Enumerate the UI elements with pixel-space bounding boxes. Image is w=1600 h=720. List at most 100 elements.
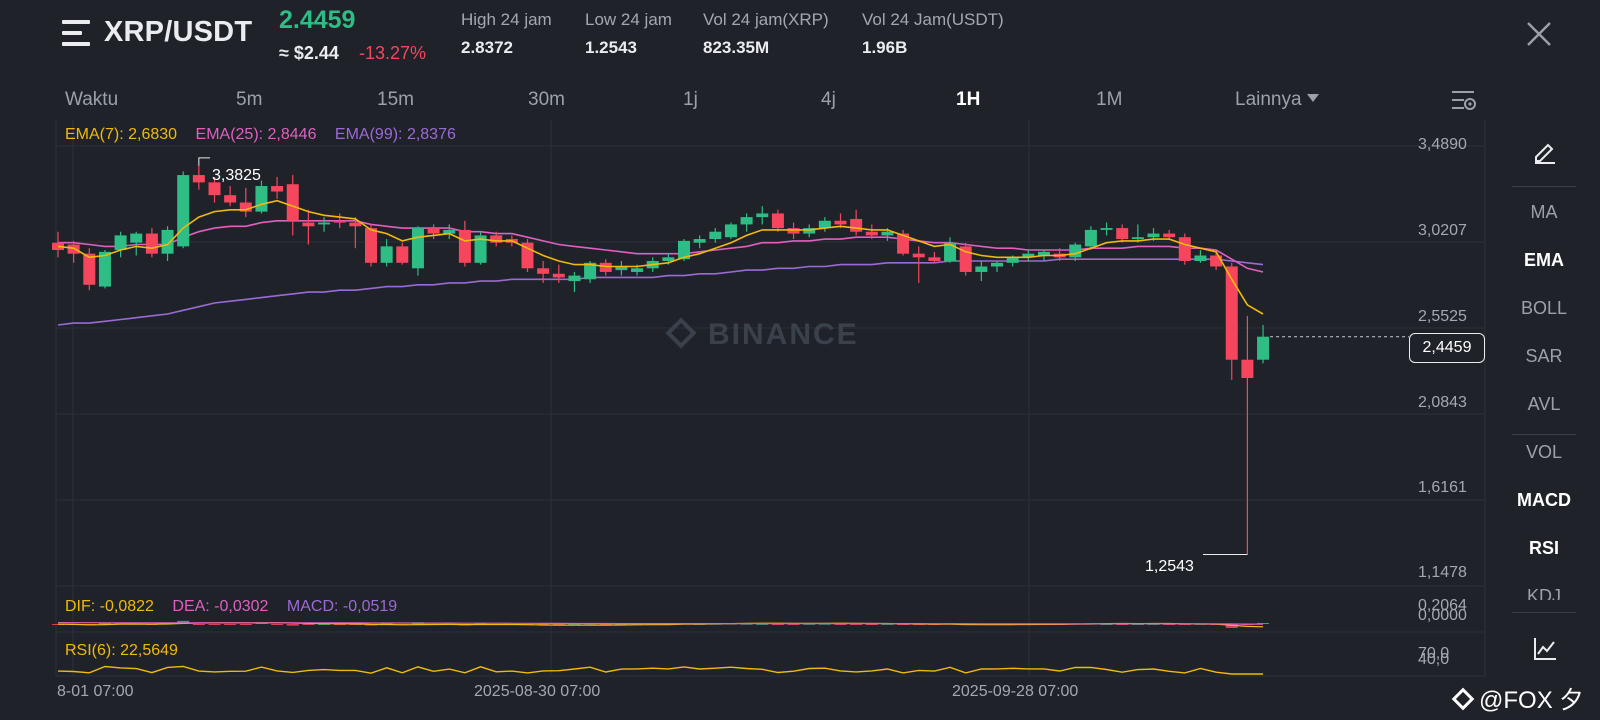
candle-body bbox=[1022, 253, 1035, 258]
ema25-value: EMA(25): 2,8446 bbox=[195, 126, 317, 143]
candle-body bbox=[67, 244, 80, 254]
indicator-rsi[interactable]: RSI bbox=[1528, 538, 1559, 558]
time-axis-label: 8-01 07:00 bbox=[57, 683, 134, 700]
rsi-legend: RSI(6): 22,5649 bbox=[65, 642, 192, 660]
tab-1m[interactable]: 1M bbox=[1096, 89, 1123, 110]
close-icon[interactable] bbox=[1523, 18, 1555, 50]
binance-logo-icon bbox=[665, 317, 697, 349]
stat-label-vol-xrp: Vol 24 jam(XRP) bbox=[703, 10, 829, 29]
macd-bar bbox=[803, 623, 816, 625]
candle-body bbox=[98, 251, 111, 287]
tab-1h[interactable]: 1H bbox=[956, 89, 981, 110]
indicator-ema[interactable]: EMA bbox=[1524, 250, 1564, 270]
indicator-sar[interactable]: SAR bbox=[1525, 346, 1563, 366]
rsi-line bbox=[57, 665, 1263, 675]
candle-body bbox=[333, 220, 346, 223]
candle-body bbox=[458, 229, 471, 263]
candle-body bbox=[1069, 244, 1082, 258]
macd-bar bbox=[239, 624, 252, 625]
ema25-line bbox=[58, 220, 1264, 273]
candle-body bbox=[1100, 228, 1113, 230]
indicator-vol[interactable]: VOL bbox=[1525, 442, 1563, 462]
rsi-panel bbox=[57, 665, 1263, 675]
ema99-value: EMA(99): 2,8376 bbox=[334, 126, 456, 143]
candle-body bbox=[145, 233, 158, 254]
macd-bar bbox=[615, 623, 628, 625]
stat-label-low: Low 24 jam bbox=[585, 10, 672, 29]
tab-lainnya[interactable]: Lainnya bbox=[1235, 89, 1319, 111]
candle-body bbox=[693, 239, 706, 243]
tab-1j[interactable]: 1j bbox=[683, 89, 698, 110]
macd-bar bbox=[1100, 623, 1113, 625]
candle-body bbox=[1006, 257, 1019, 263]
indicator-macd[interactable]: MACD bbox=[1517, 490, 1571, 510]
tab-4j[interactable]: 4j bbox=[821, 89, 836, 110]
indicator-avl[interactable]: AVL bbox=[1527, 394, 1561, 414]
tab-5m[interactable]: 5m bbox=[236, 89, 263, 110]
macd-bar bbox=[834, 624, 847, 625]
candle-body bbox=[615, 266, 628, 271]
time-axis-label: 2025-09-28 07:00 bbox=[952, 683, 1079, 700]
stat-label-high: High 24 jam bbox=[461, 10, 552, 29]
candle-body bbox=[83, 253, 96, 285]
candle-body bbox=[975, 266, 988, 272]
stat-value-vol-usdt: 1.96B bbox=[862, 38, 908, 57]
macd-bar bbox=[756, 623, 769, 625]
candle-body bbox=[584, 262, 597, 280]
candle-body bbox=[662, 257, 675, 261]
binance-watermark: BINANCE bbox=[665, 317, 859, 352]
sidebar-divider bbox=[1512, 186, 1576, 187]
candle-body bbox=[944, 242, 957, 261]
current-price-tag: 2,4459 bbox=[1409, 333, 1485, 363]
candle-body bbox=[599, 262, 612, 272]
candle-body bbox=[1178, 237, 1191, 261]
price-change: -13.27% bbox=[359, 43, 427, 63]
candle-body bbox=[850, 218, 863, 232]
candlestick-chart[interactable] bbox=[0, 120, 1600, 720]
macd-bar bbox=[568, 623, 581, 625]
macd-bar bbox=[881, 623, 894, 625]
draw-pencil-icon[interactable] bbox=[1532, 138, 1558, 164]
watermark-text: BINANCE bbox=[708, 318, 859, 351]
sidebar-divider bbox=[1512, 434, 1576, 435]
candle-body bbox=[1225, 266, 1238, 360]
menu-icon[interactable] bbox=[62, 20, 90, 46]
candle-body bbox=[865, 231, 878, 236]
candle-body bbox=[130, 233, 143, 243]
candle-body bbox=[631, 268, 644, 272]
candle-body bbox=[1163, 233, 1176, 238]
indicator-boll[interactable]: BOLL bbox=[1520, 298, 1568, 318]
ema-legend: EMA(7): 2,6830 EMA(25): 2,8446 EMA(99): … bbox=[65, 126, 470, 144]
candle-body bbox=[818, 220, 831, 229]
macd-bar bbox=[380, 623, 393, 625]
tab-15m[interactable]: 15m bbox=[377, 89, 414, 110]
trading-pair[interactable]: XRP/USDT bbox=[104, 16, 253, 48]
candle-body bbox=[161, 229, 174, 254]
indicator-kdj[interactable]: KDJ bbox=[1526, 586, 1561, 600]
macd-bar bbox=[787, 624, 800, 625]
tab-waktu[interactable]: Waktu bbox=[65, 89, 119, 110]
tab-30m[interactable]: 30m bbox=[528, 89, 565, 110]
indicator-ma[interactable]: MA bbox=[1530, 202, 1558, 222]
macd-axis-label: 0,0000 bbox=[1418, 607, 1467, 624]
candle-body bbox=[411, 228, 424, 269]
macd-bar bbox=[897, 624, 910, 625]
dea-value: DEA: -0,0302 bbox=[172, 598, 269, 615]
sidebar-divider bbox=[1512, 612, 1576, 613]
macd-bar bbox=[1116, 624, 1129, 625]
candle-body bbox=[490, 235, 503, 243]
macd-value: MACD: -0,0519 bbox=[286, 598, 398, 615]
candle-body bbox=[427, 228, 440, 234]
candle-body bbox=[208, 182, 221, 196]
chart-settings-icon[interactable] bbox=[1450, 86, 1478, 114]
rsi-axis-label: 40,0 bbox=[1418, 651, 1450, 668]
price-axis-label: 2,5525 bbox=[1418, 308, 1467, 325]
indicator-chart-icon[interactable] bbox=[1532, 636, 1558, 662]
dea-line bbox=[57, 621, 1263, 625]
stat-label-vol-usdt: Vol 24 Jam(USDT) bbox=[862, 10, 1004, 29]
candle-body bbox=[474, 235, 487, 263]
candle-body bbox=[928, 257, 941, 261]
rsi-axis-label: 70,0 bbox=[1418, 645, 1450, 662]
ticker-header: XRP/USDT 2.4459 ≈ $2.44 -13.27% High 24 … bbox=[0, 0, 1600, 80]
candle-body bbox=[537, 268, 550, 274]
